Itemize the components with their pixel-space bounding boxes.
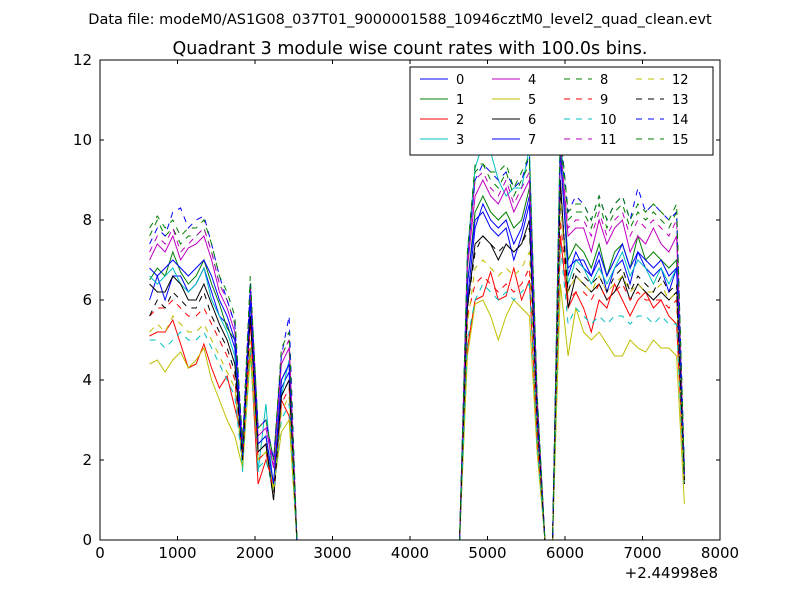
series-line-14: [149, 131, 685, 541]
series-line-11: [149, 147, 685, 541]
series-line-12: [149, 203, 685, 541]
legend-box: [409, 66, 714, 156]
x-axis-offset-label: +2.44998e8: [625, 564, 718, 582]
y-tick-label: 6: [82, 291, 92, 309]
legend-label-5: 5: [528, 93, 536, 108]
legend-label-1: 1: [456, 93, 464, 108]
x-tick-label: 8000: [701, 544, 739, 562]
y-tick-label: 12: [73, 51, 92, 69]
legend-label-4: 4: [528, 73, 536, 88]
x-tick-label: 0: [95, 544, 105, 562]
series-line-3: [149, 119, 685, 541]
x-tick-label: 4000: [391, 544, 429, 562]
chart-title: Quadrant 3 module wise count rates with …: [173, 39, 648, 59]
series-line-13: [149, 187, 685, 541]
x-tick-label: 7000: [623, 544, 661, 562]
series-line-1: [149, 147, 685, 541]
series-line-5: [149, 283, 685, 541]
x-tick-label: 1000: [158, 544, 196, 562]
series-line-10: [149, 243, 685, 541]
series-layer: [149, 119, 685, 541]
legend-label-9: 9: [600, 93, 608, 108]
y-tick-label: 4: [82, 371, 92, 389]
figure-suptitle: Data file: modeM0/AS1G08_037T01_90000015…: [88, 12, 712, 28]
x-tick-label: 2000: [236, 544, 274, 562]
series-line-15: [149, 131, 685, 541]
x-tick-label: 5000: [468, 544, 506, 562]
legend-label-8: 8: [600, 73, 608, 88]
legend-label-13: 13: [672, 93, 689, 108]
legend-label-6: 6: [528, 113, 536, 128]
x-tick-label: 6000: [546, 544, 584, 562]
y-tick-label: 2: [82, 451, 92, 469]
axis-layer: 0 1000 2000 3000 4000 5000 6000 7000 80000246810…: [73, 51, 739, 562]
y-tick-label: 0: [82, 531, 92, 549]
legend-label-2: 2: [456, 113, 464, 128]
y-tick-label: 8: [82, 211, 92, 229]
legend-label-7: 7: [528, 133, 536, 148]
x-tick-label: 3000: [313, 544, 351, 562]
y-tick-label: 10: [73, 131, 92, 149]
legend-label-3: 3: [456, 133, 464, 148]
legend-label-0: 0: [456, 73, 464, 88]
legend-label-14: 14: [672, 113, 689, 128]
legend-label-10: 10: [600, 113, 617, 128]
legend-label-11: 11: [600, 133, 617, 148]
legend-label-12: 12: [672, 73, 689, 88]
series-line-6: [149, 179, 685, 541]
legend-label-15: 15: [672, 133, 689, 148]
